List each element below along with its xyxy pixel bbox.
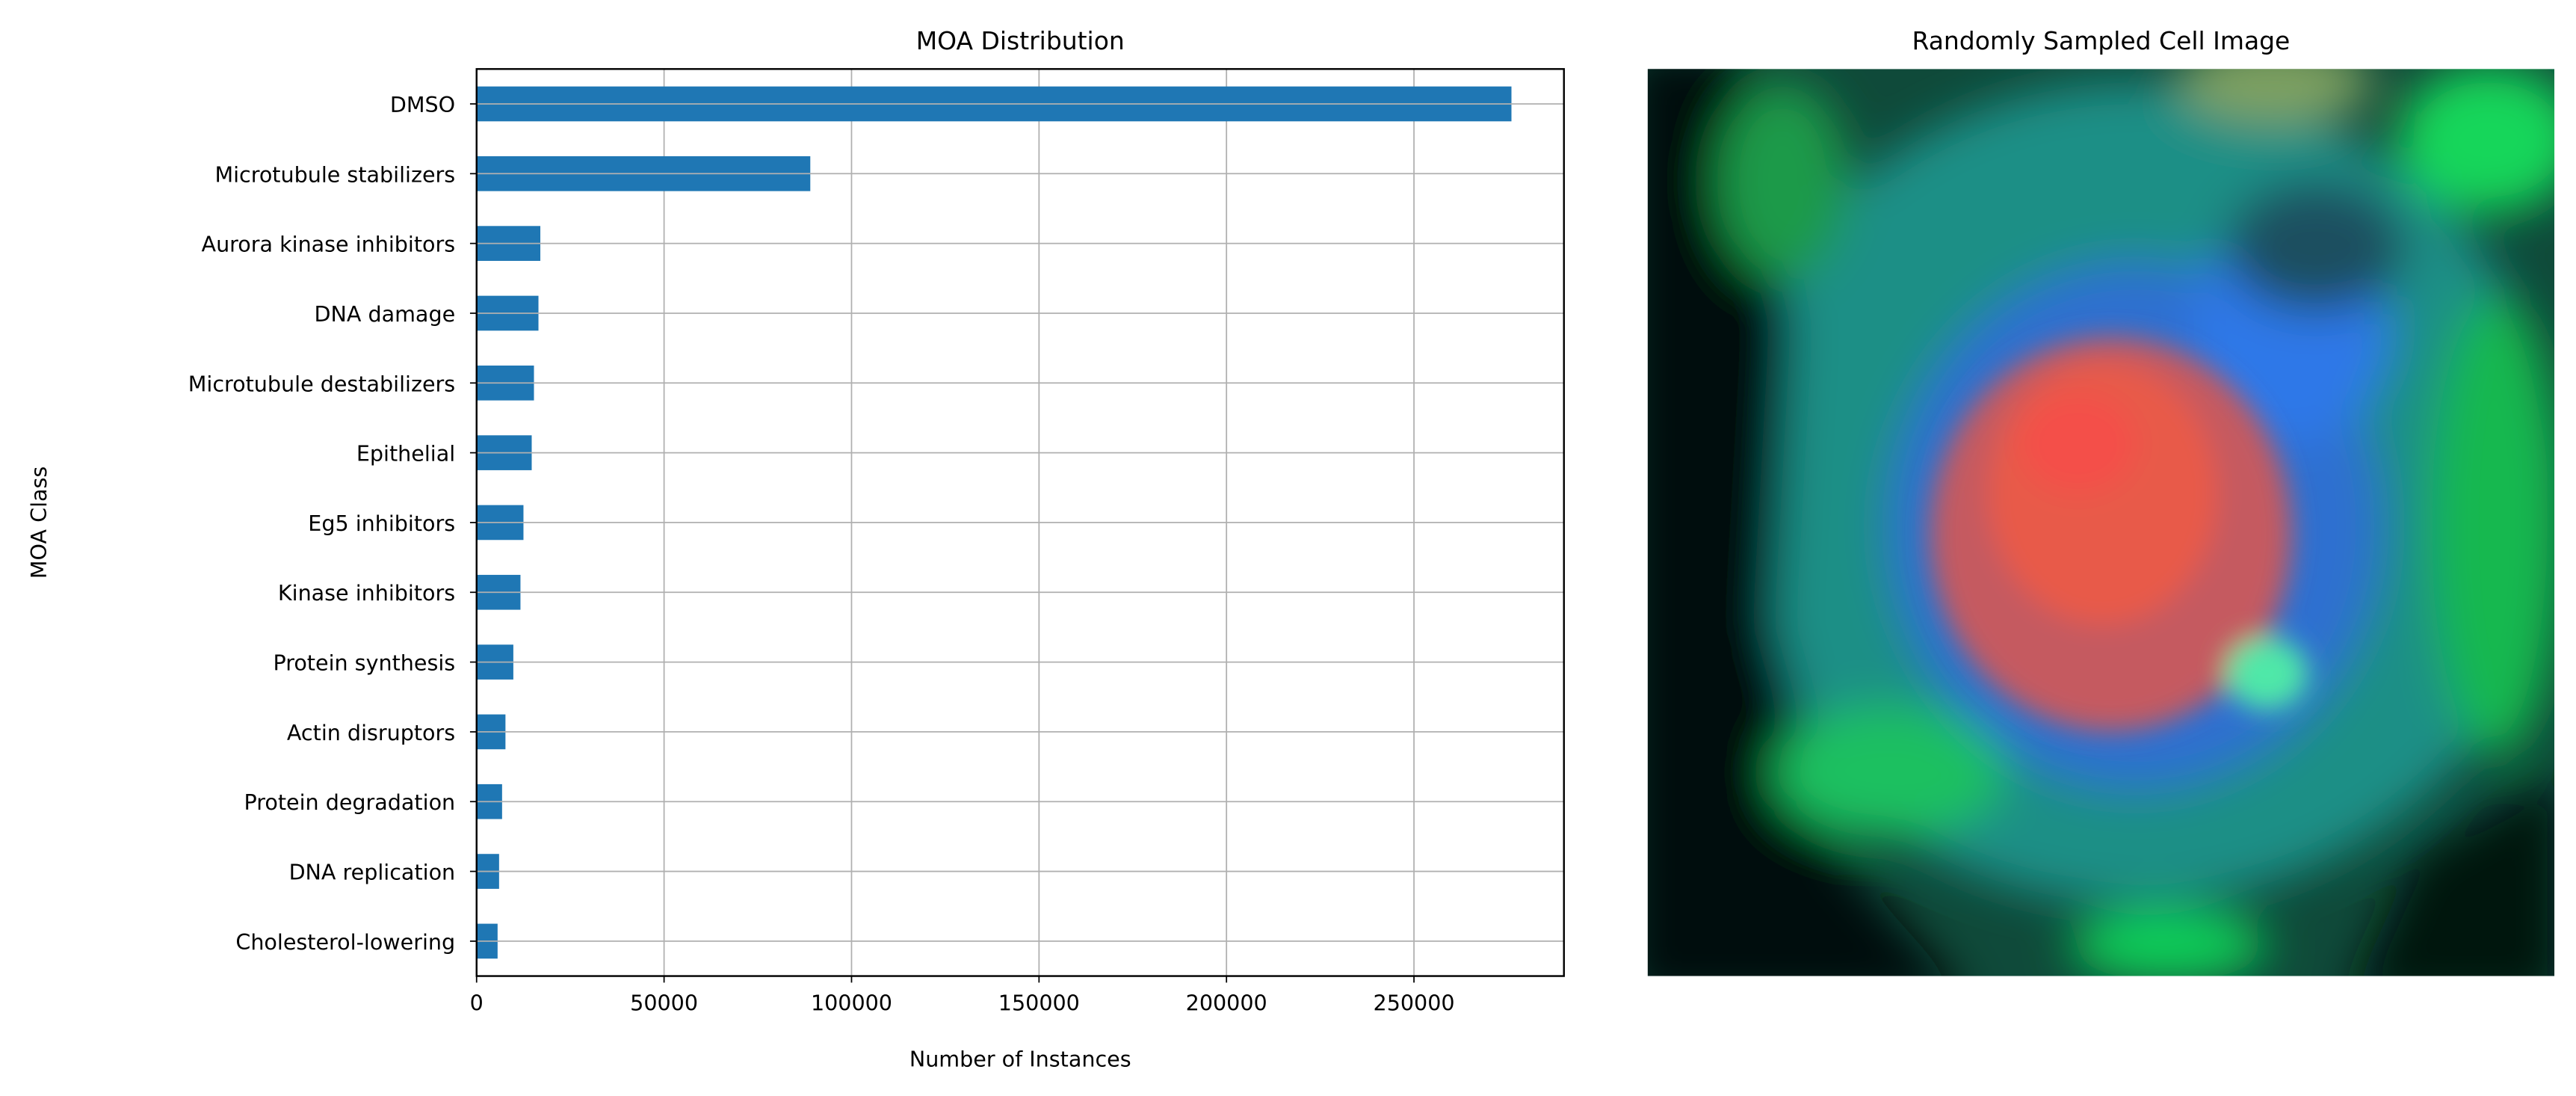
category-label: DNA replication <box>289 860 456 885</box>
cell-image-panel: Randomly Sampled Cell Image <box>1647 26 2555 976</box>
category-label: Eg5 inhibitors <box>308 511 455 536</box>
category-label: Epithelial <box>356 441 455 467</box>
category-label: Cholesterol-lowering <box>235 929 455 955</box>
category-label: Aurora kinase inhibitors <box>202 232 456 257</box>
x-tick-label: 250000 <box>1374 991 1455 1016</box>
category-label: Protein degradation <box>244 789 456 815</box>
category-label: Protein synthesis <box>273 650 455 676</box>
x-tick-label: 200000 <box>1186 991 1267 1016</box>
x-tick-label: 100000 <box>811 991 892 1016</box>
chart-title: MOA Distribution <box>916 26 1125 55</box>
image-title: Randomly Sampled Cell Image <box>1912 26 2291 55</box>
category-label: Microtubule destabilizers <box>188 371 455 396</box>
category-label: Kinase inhibitors <box>278 580 455 606</box>
bar-chart: MOA Distribution DMSO Microtubule stabili… <box>26 26 1565 1071</box>
cell-image <box>1647 69 2555 976</box>
y-tick-labels: DMSO Microtubule stabilizers Aurora kinase… <box>188 92 477 955</box>
x-axis-label: Number of Instances <box>909 1046 1131 1071</box>
bars <box>476 86 1564 959</box>
category-label: Actin disruptors <box>287 720 455 745</box>
category-label: Microtubule stabilizers <box>214 161 455 187</box>
x-tick-label: 50000 <box>630 991 698 1016</box>
category-label: DMSO <box>390 92 455 117</box>
x-tick-label: 150000 <box>998 991 1080 1016</box>
y-axis-label: MOA Class <box>26 467 52 579</box>
category-label: DNA damage <box>315 301 456 327</box>
x-tick-labels: 0 50000 100000 150000 200000 250000 <box>470 976 1455 1016</box>
x-tick-label: 0 <box>470 991 484 1016</box>
